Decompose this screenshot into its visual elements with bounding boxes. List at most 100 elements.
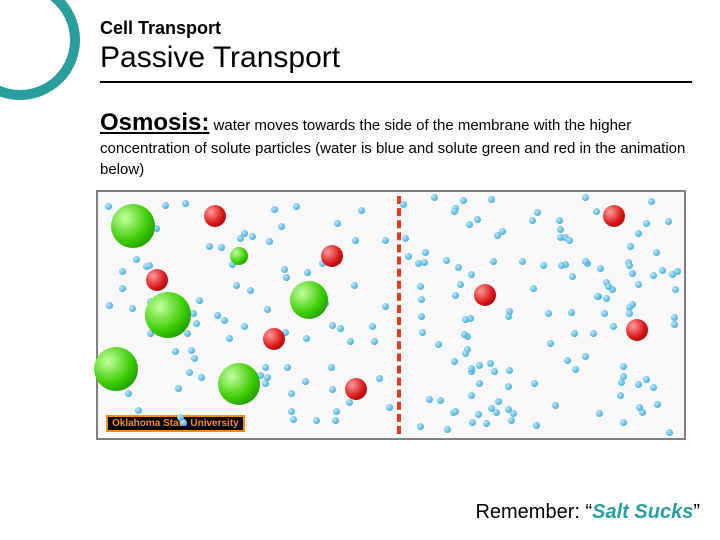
water-particle [262, 364, 269, 371]
green-particle [94, 347, 138, 391]
water-particle [371, 338, 378, 345]
water-particle [476, 362, 483, 369]
water-particle [264, 374, 271, 381]
water-particle [402, 235, 409, 242]
water-particle [106, 302, 113, 309]
footer-accent: Salt Sucks [592, 501, 693, 523]
water-particle [304, 269, 311, 276]
water-particle [221, 317, 228, 324]
red-particle [474, 284, 496, 306]
red-particle [204, 205, 226, 227]
water-particle [193, 320, 200, 327]
green-particle [218, 363, 260, 405]
water-particle [346, 399, 353, 406]
water-particle [376, 375, 383, 382]
water-particle [329, 322, 336, 329]
water-particle [284, 364, 291, 371]
water-particle [490, 258, 497, 265]
water-particle [184, 330, 191, 337]
water-particle [468, 392, 475, 399]
water-particle [190, 310, 197, 317]
water-particle [271, 206, 278, 213]
water-particle [572, 366, 579, 373]
credit-badge: Oklahoma State University [106, 415, 245, 432]
water-particle [671, 321, 678, 328]
water-particle [659, 267, 666, 274]
green-particle [111, 204, 155, 248]
water-particle [191, 355, 198, 362]
water-particle [351, 282, 358, 289]
water-particle [288, 408, 295, 415]
water-particle [347, 338, 354, 345]
page-title: Passive Transport [100, 41, 692, 75]
water-particle [605, 283, 612, 290]
water-particle [186, 369, 193, 376]
water-particle [452, 292, 459, 299]
water-particle [488, 196, 495, 203]
water-particle [597, 265, 604, 272]
water-particle [352, 237, 359, 244]
water-particle [382, 237, 389, 244]
green-particle [290, 281, 328, 319]
water-particle [135, 407, 142, 414]
water-particle [146, 262, 153, 269]
red-particle [146, 269, 168, 291]
water-particle [188, 347, 195, 354]
water-particle [198, 374, 205, 381]
water-particle [119, 268, 126, 275]
water-particle [620, 363, 627, 370]
water-particle [435, 341, 442, 348]
water-particle [594, 293, 601, 300]
water-particle [610, 323, 617, 330]
water-particle [329, 386, 336, 393]
water-particle [369, 323, 376, 330]
water-particle [506, 367, 513, 374]
water-particle [426, 396, 433, 403]
water-particle [545, 310, 552, 317]
pre-title: Cell Transport [100, 18, 692, 39]
water-particle [226, 335, 233, 342]
water-particle [506, 308, 513, 315]
water-particle [452, 408, 459, 415]
water-particle [133, 256, 140, 263]
water-particle [288, 390, 295, 397]
green-particle [230, 247, 248, 265]
water-particle [508, 417, 515, 424]
water-particle [530, 285, 537, 292]
water-particle [302, 378, 309, 385]
water-particle [206, 243, 213, 250]
water-particle [451, 208, 458, 215]
water-particle [627, 243, 634, 250]
water-particle [529, 217, 536, 224]
water-particle [582, 353, 589, 360]
red-particle [626, 319, 648, 341]
water-particle [313, 417, 320, 424]
water-particle [418, 313, 425, 320]
water-particle [629, 270, 636, 277]
water-particle [620, 373, 627, 380]
water-particle [495, 398, 502, 405]
red-particle [321, 245, 343, 267]
water-particle [332, 417, 339, 424]
water-particle [290, 416, 297, 423]
water-particle [488, 405, 495, 412]
water-particle [462, 350, 469, 357]
water-particle [590, 330, 597, 337]
water-particle [303, 335, 310, 342]
green-particle [145, 292, 191, 338]
water-particle [510, 410, 517, 417]
water-particle [125, 390, 132, 397]
water-particle [283, 274, 290, 281]
water-particle [540, 262, 547, 269]
water-particle [571, 330, 578, 337]
red-particle [263, 328, 285, 350]
water-particle [119, 285, 126, 292]
water-particle [487, 360, 494, 367]
lead-term: Osmosis: [100, 109, 209, 136]
water-particle [643, 220, 650, 227]
decorative-ring [0, 0, 80, 100]
water-particle [617, 392, 624, 399]
quote-close: ” [693, 501, 700, 523]
water-particle [603, 295, 610, 302]
water-particle [405, 253, 412, 260]
